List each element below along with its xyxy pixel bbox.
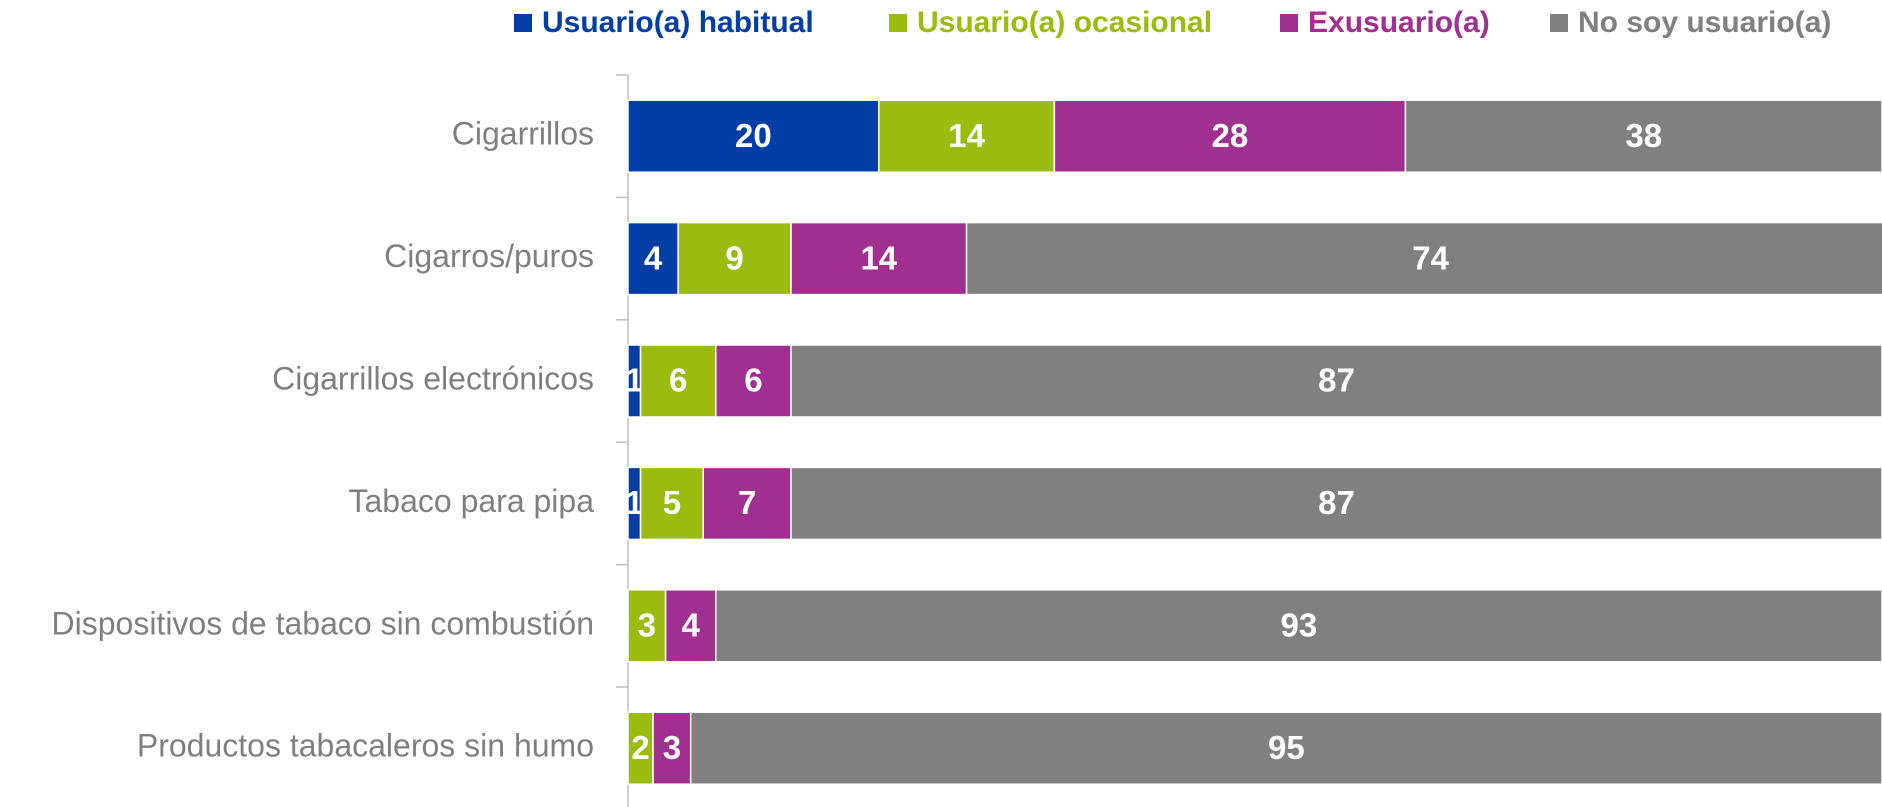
data-label: 4 [682,607,701,644]
bar-segment [715,589,1882,663]
data-label: 9 [725,239,743,276]
data-label: 20 [735,117,772,154]
legend-label: Usuario(a) habitual [542,6,814,39]
data-label: 1 [625,484,643,521]
legend-swatch [1280,14,1298,32]
data-label: 74 [1412,239,1449,276]
data-label: 87 [1318,362,1355,399]
bar-segment [639,466,704,541]
data-label: 87 [1318,484,1355,521]
data-label: 6 [744,362,762,399]
data-label: 28 [1212,117,1249,154]
data-label: 5 [663,484,681,521]
bar-segment [1404,99,1882,173]
category-label: Dispositivos de tabaco sin combustión [52,605,595,641]
legend-label: Usuario(a) ocasional [917,6,1212,39]
legend-swatch [1550,14,1568,32]
category-label: Cigarros/puros [384,238,594,274]
bar-segment [878,99,1056,173]
bar-segment [627,711,654,785]
data-label: 93 [1281,607,1318,644]
data-label: 14 [860,239,897,276]
data-label: 3 [663,729,681,766]
bar-segment [790,344,1882,418]
data-label: 4 [644,239,663,276]
bars: 2014283849147416687157870349302395 [625,99,1882,785]
bar-segment [689,711,1882,785]
data-label: 3 [638,607,656,644]
data-label: 95 [1268,729,1305,766]
data-label: 1 [625,362,643,399]
legend-swatch [889,14,907,32]
legend-label: No soy usuario(a) [1578,6,1831,39]
bar-segment [627,589,667,663]
data-label: 38 [1625,117,1662,154]
bar-segment [627,221,679,296]
category-label: Tabaco para pipa [348,483,594,519]
data-label: 7 [738,484,756,521]
legend-swatch [514,14,532,32]
bar-segment [1053,99,1407,173]
data-label: 6 [669,362,687,399]
category-label: Cigarrillos [452,116,594,152]
bar-segment [715,344,792,418]
bar-segment [702,466,792,541]
legend-label: Exusuario(a) [1308,6,1490,39]
bar-segment [790,466,1882,541]
category-label: Cigarrillos electrónicos [272,360,594,396]
bar-segment [677,221,792,296]
category-label: Productos tabacaleros sin humo [137,728,594,764]
data-label: 14 [948,117,985,154]
data-label: 2 [631,729,649,766]
bar-segment [664,589,717,663]
bar-segment [627,99,880,173]
bar-segment [965,221,1882,296]
